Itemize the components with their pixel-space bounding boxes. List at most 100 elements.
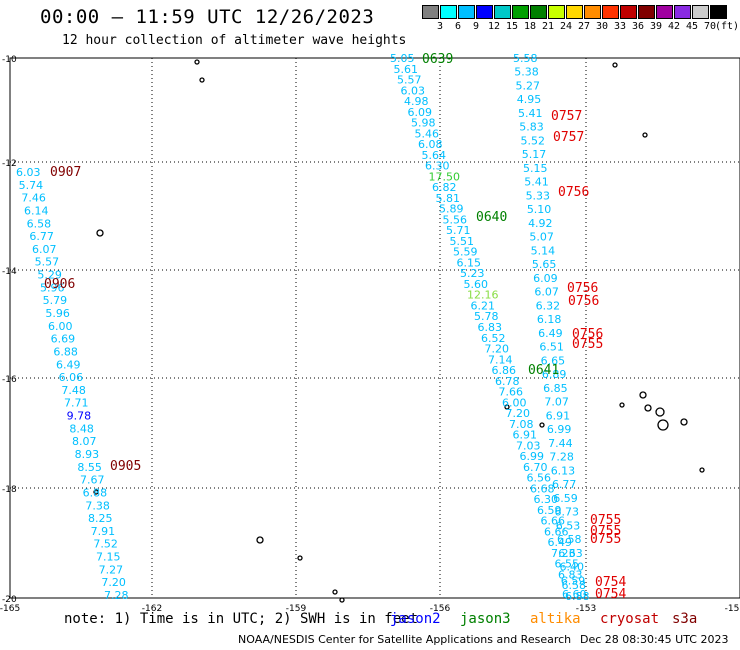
- wave-height-label: 7.20: [506, 407, 531, 420]
- wave-height-label: 5.96: [45, 307, 69, 320]
- legend-tick-label: 18: [523, 21, 537, 32]
- legend-tick-label: 45: [685, 21, 699, 32]
- legend-swatch: [458, 5, 475, 19]
- wave-height-label: 6.09: [408, 106, 433, 119]
- wave-height-label: 6.49: [538, 327, 563, 340]
- legend-tick-label: 36: [631, 21, 645, 32]
- wave-height-label: 5.64: [422, 149, 447, 162]
- wave-height-label: 6.30: [425, 160, 450, 173]
- wave-height-label: 7.28: [549, 451, 574, 464]
- legend-swatch: [440, 5, 457, 19]
- wave-height-label: 5.96: [40, 281, 65, 294]
- pass-time-label: 0754: [595, 575, 626, 590]
- lon-axis-label: -159: [286, 604, 307, 614]
- page-subtitle: 12 hour collection of altimeter wave hei…: [62, 33, 407, 48]
- wave-height-label: 7.71: [64, 397, 89, 410]
- wave-height-label: 6.91: [513, 429, 538, 442]
- island-outline: [699, 467, 705, 473]
- wave-height-label: 6.56: [527, 472, 552, 485]
- pass-time-label: 0755: [572, 337, 603, 352]
- island-outline: [619, 402, 625, 408]
- legend-swatch: [602, 5, 619, 19]
- wave-height-label: 5.60: [464, 278, 489, 291]
- wave-height-label: 6.07: [32, 243, 57, 256]
- legend-tick-label: 6: [454, 21, 462, 32]
- legend-tick-label: 42: [667, 21, 681, 32]
- pass-time-label: 0640: [476, 210, 507, 225]
- pass-time-label: 0755: [590, 524, 621, 539]
- legend-tick-label: 70: [703, 21, 717, 32]
- wave-height-label: 4.95: [517, 93, 542, 106]
- wave-height-label: 7.23: [551, 547, 576, 560]
- wave-height-label: 7.08: [509, 418, 534, 431]
- wave-height-label: 7.07: [544, 396, 569, 409]
- wave-height-label: 5.59: [453, 246, 478, 259]
- wave-height-label: 7.44: [548, 437, 573, 450]
- wave-height-label: 6.86: [492, 364, 517, 377]
- wave-height-label: 5.41: [518, 107, 543, 120]
- wave-height-label: 5.83: [519, 121, 544, 134]
- wave-height-label: 5.57: [35, 256, 60, 269]
- wave-height-label: 6.59: [561, 574, 586, 587]
- wave-height-label: 6.51: [539, 341, 564, 354]
- wave-height-label: 5.79: [43, 294, 68, 307]
- island-outline: [339, 597, 345, 603]
- wave-height-label: 5.07: [529, 231, 554, 244]
- page-title: 00:00 — 11:59 UTC 12/26/2023: [40, 6, 375, 28]
- wave-height-label: 5.81: [436, 192, 461, 205]
- wave-height-label: 7.28: [104, 589, 129, 602]
- wave-height-label: 5.46: [415, 127, 440, 140]
- wave-height-label: 9.78: [67, 410, 92, 423]
- wave-height-label: 7.20: [485, 343, 510, 356]
- lon-axis-label: -153: [576, 604, 596, 614]
- wave-height-label: 6.60: [562, 588, 587, 601]
- island-outline: [655, 407, 665, 417]
- wave-height-label: 6.73: [554, 506, 579, 519]
- lat-axis-label: -12: [2, 159, 17, 169]
- legend-swatch: [656, 5, 673, 19]
- legend-unit: (ft): [714, 21, 740, 32]
- wave-height-label: 6.03: [16, 166, 41, 179]
- wave-height-label: 6.99: [520, 450, 545, 463]
- wave-height-label: 7.46: [21, 192, 46, 205]
- wave-height-label: 12.16: [467, 289, 499, 302]
- wave-height-label: 6.03: [401, 84, 426, 97]
- pass-time-label: 0755: [590, 532, 621, 547]
- island-outline: [332, 589, 338, 595]
- wave-height-label: 6.69: [51, 333, 76, 346]
- wave-height-label: 6.88: [565, 590, 590, 603]
- lat-axis-label: -16: [2, 375, 17, 385]
- wave-height-label: 5.52: [521, 134, 546, 147]
- island-outline: [644, 404, 652, 412]
- wave-height-label: 7.27: [99, 563, 124, 576]
- pass-time-label: 0906: [44, 277, 75, 292]
- wave-height-label: 6.09: [533, 272, 558, 285]
- island-outline: [642, 132, 648, 138]
- wave-height-label: 6.30: [534, 493, 559, 506]
- legend-tick-label: 3: [436, 21, 444, 32]
- island-outline: [680, 418, 688, 426]
- wave-height-label: 6.13: [551, 464, 576, 477]
- wave-height-label: 6.52: [481, 332, 506, 345]
- legend-tick-label: 15: [505, 21, 519, 32]
- legend-tick-label: 33: [613, 21, 627, 32]
- lon-axis-label: -165: [0, 604, 20, 614]
- wave-height-label: 6.70: [523, 461, 548, 474]
- lon-axis-label: -162: [142, 604, 162, 614]
- wave-height-label: 6.49: [56, 358, 81, 371]
- wave-height-label: 8.07: [72, 435, 97, 448]
- wave-height-label: 17.50: [429, 170, 461, 183]
- wave-height-label: 6.00: [48, 320, 73, 333]
- pass-time-label: 0905: [110, 459, 141, 474]
- legend-swatch: [620, 5, 637, 19]
- legend-swatch: [692, 5, 709, 19]
- generated-timestamp: Dec 28 08:30:45 UTC 2023: [580, 633, 729, 646]
- wave-height-label: 5.27: [516, 79, 541, 92]
- wave-height-label: 6.06: [59, 371, 84, 384]
- legend-swatch: [530, 5, 547, 19]
- wave-height-label: 7.91: [91, 525, 116, 538]
- pass-time-label: 0755: [590, 513, 621, 528]
- pass-time-label: 0754: [595, 587, 626, 602]
- wave-height-label: 6.58: [562, 579, 587, 592]
